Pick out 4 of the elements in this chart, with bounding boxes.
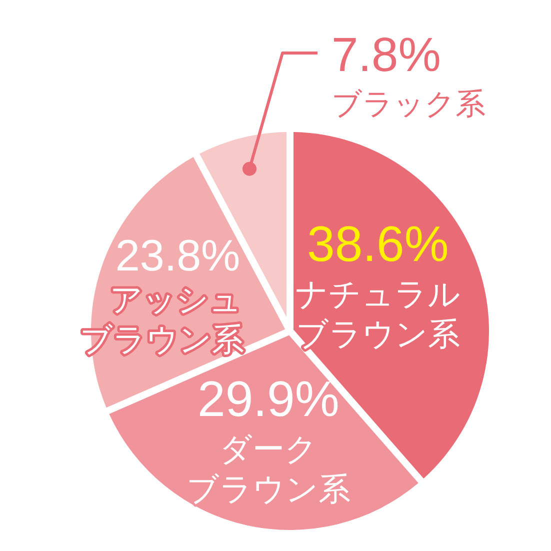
slice-label: ブラック系 — [331, 88, 486, 121]
label: 7.8% ブラック系 — [242, 29, 486, 176]
label: 29.9% ダークブラウン系 — [186, 371, 350, 508]
data-label: 7.8% — [331, 29, 441, 82]
